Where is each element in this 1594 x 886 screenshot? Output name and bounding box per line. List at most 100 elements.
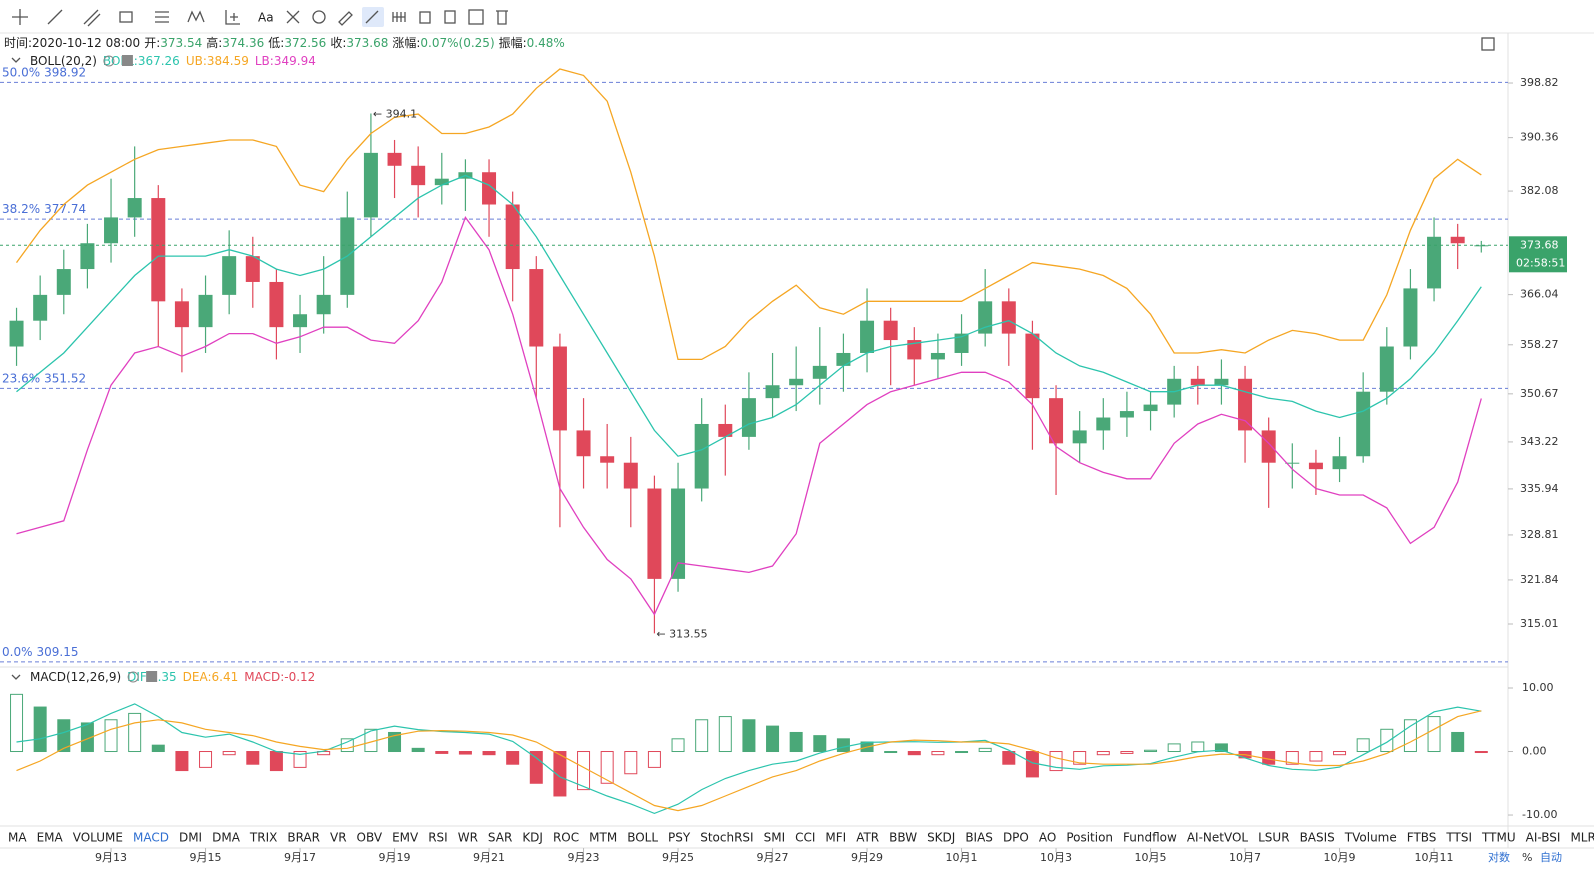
candle-body xyxy=(1308,462,1323,470)
magnet-tool[interactable] xyxy=(312,10,326,24)
candle-body xyxy=(671,488,686,579)
indicator-tab[interactable]: DMA xyxy=(212,831,241,845)
indicator-tab[interactable]: SAR xyxy=(488,831,512,845)
close-icon[interactable] xyxy=(146,671,158,682)
delete-tool[interactable] xyxy=(496,10,508,25)
fib-level: 23.6% xyxy=(2,371,40,385)
settings-icon[interactable] xyxy=(103,55,115,67)
indicator-tab[interactable]: TRIX xyxy=(249,831,277,845)
settings-icon[interactable] xyxy=(127,671,139,683)
indicator-tab[interactable]: DMI xyxy=(179,831,202,845)
line-tool[interactable] xyxy=(47,9,63,25)
channel-tool[interactable] xyxy=(83,9,101,27)
macd-bar xyxy=(1214,743,1228,753)
indicator-tab[interactable]: SKDJ xyxy=(927,831,955,845)
macd-bar xyxy=(1474,751,1488,754)
candle-body xyxy=(222,256,237,295)
candle-body xyxy=(151,198,166,302)
indicator-tab[interactable]: MTM xyxy=(589,831,617,845)
ruler-tool[interactable] xyxy=(338,11,353,26)
candle-body xyxy=(978,301,993,334)
collapse-boll[interactable] xyxy=(11,57,21,63)
scale-option[interactable]: 对数 xyxy=(1488,850,1510,864)
indicator-tab[interactable]: MACD xyxy=(133,831,169,845)
shape-tool[interactable] xyxy=(119,11,133,23)
lock-tool[interactable] xyxy=(419,11,431,24)
indicator-tab[interactable]: VR xyxy=(330,831,347,845)
macd-bar xyxy=(1073,751,1087,765)
indicator-tab[interactable]: BBW xyxy=(889,831,917,845)
indicator-tab[interactable]: MLR xyxy=(1570,831,1594,845)
pattern-tool[interactable] xyxy=(187,10,205,23)
indicator-tab[interactable]: ROC xyxy=(553,831,579,845)
indicator-tab[interactable]: EMA xyxy=(37,831,64,845)
macd-bar xyxy=(671,738,685,753)
crosshair-tool[interactable] xyxy=(12,9,28,25)
hide-tool[interactable] xyxy=(392,12,406,22)
macd-bar xyxy=(1049,751,1063,772)
indicator-tab[interactable]: BASIS xyxy=(1300,831,1335,845)
candle-body xyxy=(104,217,119,244)
candle-body xyxy=(600,456,615,463)
fib-level: 0.0% xyxy=(2,644,33,658)
indicator-tab[interactable]: StochRSI xyxy=(700,831,753,845)
x-tick-label: 9月17 xyxy=(284,851,316,864)
indicator-tab[interactable]: AO xyxy=(1039,831,1056,845)
indicator-tab[interactable]: OBV xyxy=(357,831,383,845)
expand-button[interactable] xyxy=(1481,37,1495,51)
x-tick-label: 9月25 xyxy=(662,851,694,864)
macd-bar xyxy=(1333,751,1347,756)
indicator-tab[interactable]: TVolume xyxy=(1344,831,1397,845)
x-tick-label: 10月7 xyxy=(1229,851,1261,864)
candle-body xyxy=(836,352,851,366)
collapse-macd[interactable] xyxy=(11,674,21,680)
indicator-tab[interactable]: Fundflow xyxy=(1123,831,1177,845)
indicator-tab[interactable]: RSI xyxy=(428,831,448,845)
indicator-tab[interactable]: KDJ xyxy=(522,831,543,845)
text-tool[interactable]: Aa xyxy=(258,11,274,25)
indicator-tab[interactable]: Position xyxy=(1066,831,1113,845)
scale-option[interactable]: % xyxy=(1522,851,1532,864)
x-tick-label: 9月27 xyxy=(757,851,789,864)
indicator-tab[interactable]: CCI xyxy=(795,831,815,845)
brush-tool[interactable] xyxy=(286,10,300,24)
indicator-tab[interactable]: MFI xyxy=(825,831,846,845)
indicator-tab[interactable]: SMI xyxy=(764,831,786,845)
x-tick-label: 9月19 xyxy=(379,851,411,864)
indicator-tab[interactable]: DPO xyxy=(1003,831,1029,845)
measure-tool[interactable] xyxy=(225,10,240,25)
indicator-tab[interactable]: BOLL xyxy=(627,831,658,845)
indicator-tab[interactable]: AI-BSI xyxy=(1526,831,1561,845)
macd-bar xyxy=(529,751,543,784)
indicator-tab[interactable]: VOLUME xyxy=(73,831,123,845)
indicator-tab[interactable]: BIAS xyxy=(965,831,993,845)
scale-option[interactable]: 自动 xyxy=(1540,851,1562,864)
indicator-tab[interactable]: AI-NetVOL xyxy=(1187,831,1249,845)
candle-body xyxy=(56,269,71,295)
candle-body xyxy=(1474,245,1489,247)
copy-tool[interactable] xyxy=(444,10,456,24)
indicator-tab[interactable]: PSY xyxy=(668,831,691,845)
indicator-tab[interactable]: LSUR xyxy=(1258,831,1289,845)
macd-line xyxy=(16,710,1482,812)
indicator-tab[interactable]: MA xyxy=(8,831,27,845)
x-tick-label: 9月15 xyxy=(190,851,222,864)
draw-mode[interactable] xyxy=(365,10,379,24)
indicator-tab[interactable]: WR xyxy=(458,831,478,845)
fib-tool[interactable] xyxy=(155,11,169,23)
candle-body xyxy=(1001,301,1016,334)
close-icon[interactable] xyxy=(121,55,133,66)
indicator-tab[interactable]: TTMU xyxy=(1481,831,1516,845)
indicator-tab[interactable]: BRAR xyxy=(287,831,320,845)
candle-body xyxy=(9,320,24,347)
indicator-tab[interactable]: FTBS xyxy=(1407,831,1437,845)
candle-body xyxy=(293,314,308,328)
indicator-tab[interactable]: TTSI xyxy=(1445,831,1472,845)
indicator-tab[interactable]: EMV xyxy=(392,831,419,845)
boll-line xyxy=(16,174,1482,457)
snapshot-tool[interactable] xyxy=(468,9,484,25)
candle-body xyxy=(174,301,189,328)
indicator-tab[interactable]: ATR xyxy=(856,831,879,845)
x-tick-label: 9月13 xyxy=(95,851,127,864)
